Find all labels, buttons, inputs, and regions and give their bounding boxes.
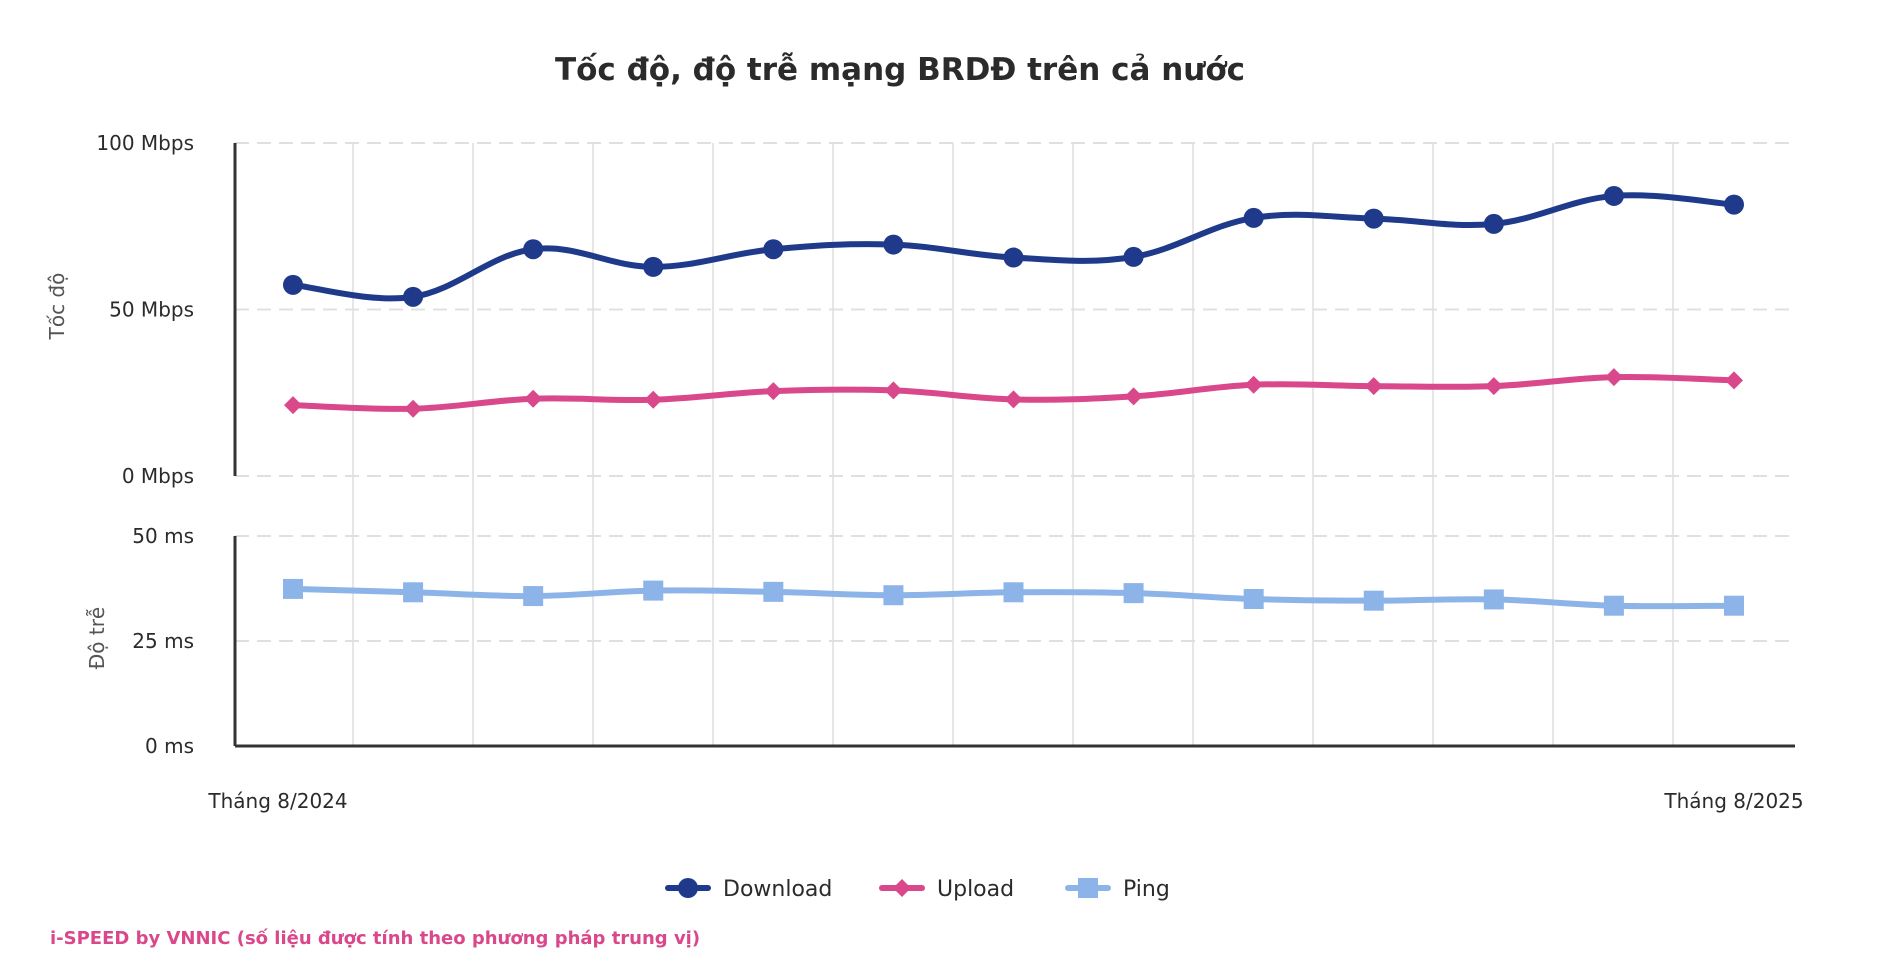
data-point-download (1724, 194, 1744, 215)
legend-label-ping: Ping (1123, 877, 1170, 902)
grid (235, 142, 1795, 747)
data-point-ping (1123, 583, 1144, 604)
data-point-ping (643, 580, 664, 601)
data-point-upload (404, 399, 423, 418)
data-point-download (1123, 246, 1144, 267)
legend-label-download: Download (723, 877, 832, 902)
data-point-upload (764, 382, 783, 401)
y-axis-title-speed: Tốc độ (45, 273, 69, 341)
y-tick-label: 100 Mbps (96, 131, 194, 155)
series (283, 185, 1744, 616)
data-point-download (283, 274, 303, 295)
data-point-ping (1363, 590, 1384, 611)
data-point-ping (1243, 589, 1264, 609)
x-tick-end: Tháng 8/2025 (1663, 789, 1803, 813)
data-point-download (1603, 185, 1624, 206)
data-point-upload (884, 381, 903, 400)
data-point-download (403, 286, 424, 307)
legend-marker (678, 878, 698, 898)
axis-labels: Tháng 8/2024 Tháng 8/2025 Tốc độ Độ trễ … (45, 131, 1804, 813)
data-point-upload (1725, 371, 1743, 390)
data-point-download (1003, 247, 1024, 268)
data-point-upload (1364, 377, 1383, 396)
legend-label-upload: Upload (937, 877, 1014, 902)
y-tick-label: 25 ms (132, 629, 194, 653)
data-point-upload (1004, 390, 1023, 409)
y-tick-label: 0 Mbps (122, 464, 194, 488)
data-point-download (1243, 207, 1264, 228)
data-point-ping (523, 586, 544, 607)
data-point-download (1483, 213, 1504, 234)
data-point-ping (1483, 589, 1504, 610)
axes (233, 143, 1795, 748)
series-line-download (290, 192, 1737, 302)
data-point-ping (763, 581, 784, 602)
data-point-download (643, 256, 664, 277)
source-credit: i-SPEED by VNNIC (số liệu được tính theo… (50, 928, 700, 949)
y-tick-label: 50 ms (132, 524, 194, 548)
data-point-ping (1724, 595, 1744, 616)
data-point-ping (283, 578, 303, 599)
data-point-ping (883, 585, 904, 606)
data-point-upload (284, 396, 302, 415)
data-point-upload (1124, 387, 1143, 406)
data-point-ping (403, 582, 424, 603)
data-point-upload (644, 390, 663, 409)
data-point-upload (1604, 368, 1623, 387)
y-tick-label: 50 Mbps (109, 298, 194, 322)
data-point-download (883, 234, 904, 255)
legend-marker (893, 879, 911, 897)
y-axis-title-latency: Độ trễ (85, 607, 109, 669)
y-tick-label: 0 ms (145, 734, 194, 758)
legend: Download Upload Ping (665, 877, 1170, 902)
data-point-ping (1003, 582, 1024, 603)
data-point-ping (1603, 595, 1624, 616)
data-point-upload (1244, 375, 1263, 394)
data-point-upload (524, 389, 543, 408)
data-point-upload (1484, 377, 1503, 396)
legend-marker (1078, 878, 1098, 898)
x-tick-start: Tháng 8/2024 (207, 789, 347, 813)
data-point-download (523, 239, 544, 260)
data-point-download (1363, 208, 1384, 229)
data-point-download (763, 239, 784, 260)
chart-title: Tốc độ, độ trễ mạng BRDĐ trên cả nước (555, 52, 1245, 88)
